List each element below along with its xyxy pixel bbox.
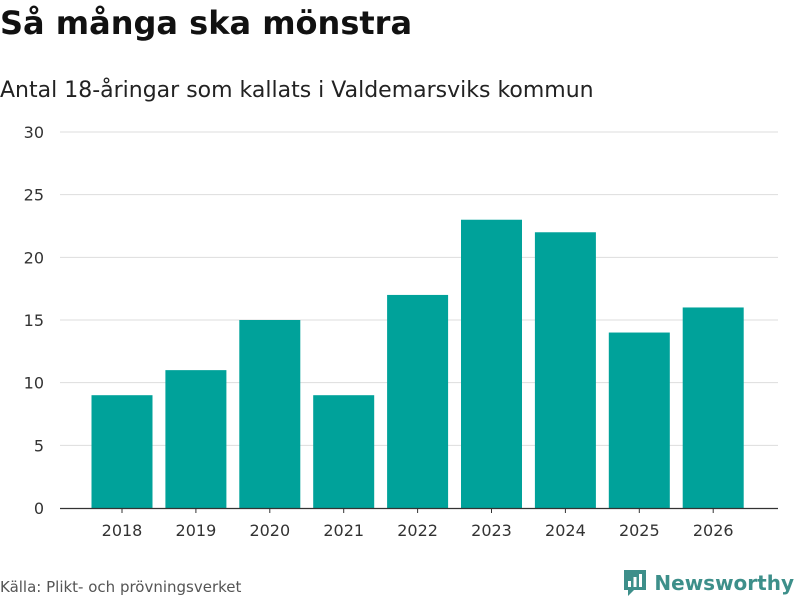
bar-2021: [313, 395, 375, 508]
x-tick-label: 2026: [693, 521, 734, 540]
y-tick-label: 30: [24, 123, 44, 142]
chart-subtitle: Antal 18-åringar som kallats i Valdemars…: [0, 78, 594, 103]
brand-name: Newsworthy: [654, 571, 794, 595]
x-tick-label: 2024: [545, 521, 586, 540]
y-tick-label: 5: [34, 436, 44, 455]
x-tick-label: 2021: [323, 521, 364, 540]
y-tick-label: 10: [24, 374, 44, 393]
bar-2024: [534, 232, 596, 508]
bar-2018: [91, 395, 153, 508]
bar-2025: [608, 332, 670, 508]
bar-2026: [682, 307, 744, 508]
x-tick-label: 2023: [471, 521, 512, 540]
chart-title: Så många ska mönstra: [0, 4, 413, 42]
bar-2022: [387, 294, 449, 508]
brand-logo: Newsworthy: [622, 568, 794, 598]
bar-2020: [239, 320, 301, 508]
y-tick-label: 0: [34, 499, 44, 518]
bar-2019: [165, 370, 227, 508]
x-tick-label: 2018: [102, 521, 143, 540]
x-tick-label: 2019: [176, 521, 217, 540]
bar-2023: [461, 219, 522, 508]
y-tick-label: 15: [24, 311, 44, 330]
source-note: Källa: Plikt- och prövningsverket: [0, 578, 242, 596]
bar-chart-logo-icon: [624, 570, 647, 596]
y-tick-label: 20: [24, 248, 44, 267]
y-tick-label: 25: [24, 186, 44, 205]
x-tick-label: 2025: [619, 521, 660, 540]
x-tick-label: 2020: [249, 521, 290, 540]
x-tick-label: 2022: [397, 521, 438, 540]
